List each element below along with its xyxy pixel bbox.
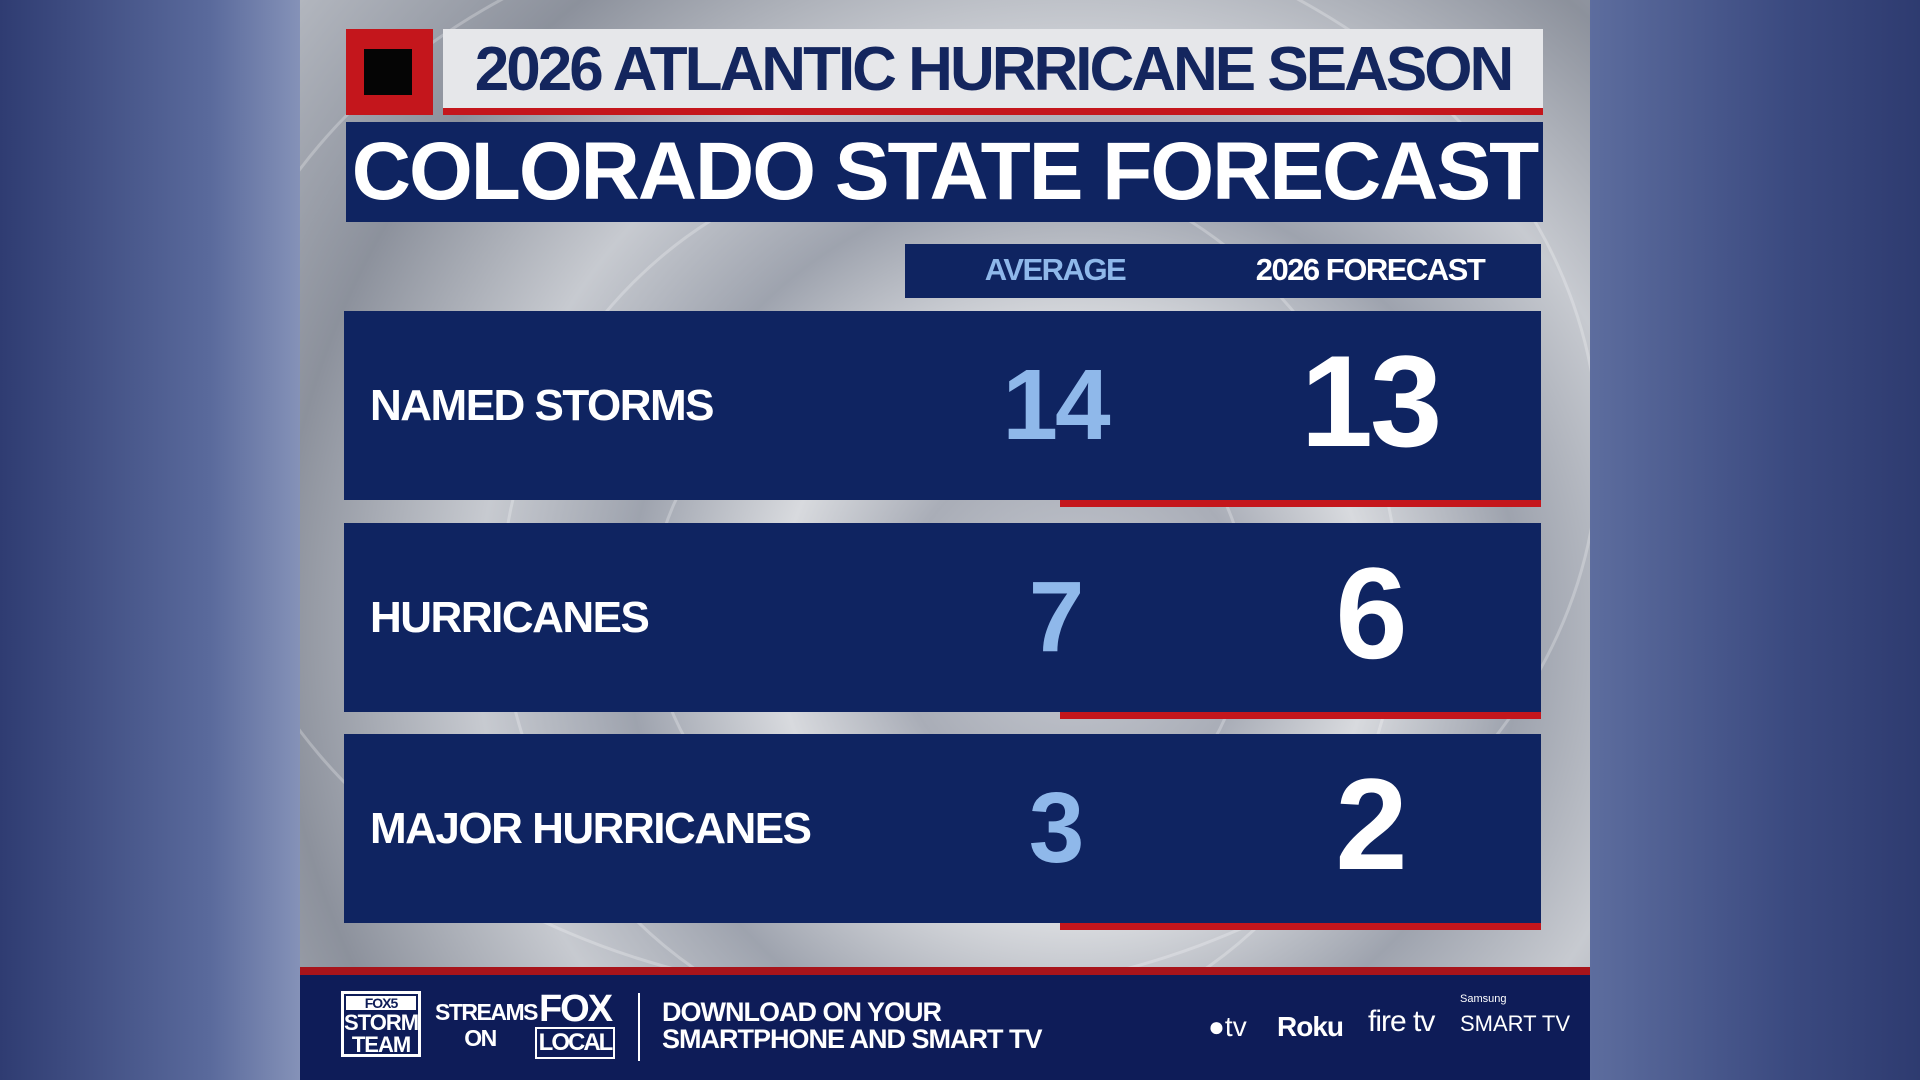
subtitle-bar: COLORADO STATE FORECAST bbox=[346, 122, 1543, 222]
forecast-value: 6 bbox=[1335, 540, 1407, 686]
background-right bbox=[1590, 0, 1920, 1080]
streams-on-text: STREAMS ON bbox=[435, 999, 538, 1051]
logo-text: TEAM bbox=[351, 1032, 411, 1057]
logo-text: STORM bbox=[344, 1010, 419, 1035]
background-left bbox=[0, 0, 300, 1080]
apple-tv-logo: ●tv bbox=[1208, 1011, 1247, 1043]
download-text: DOWNLOAD ON YOUR SMARTPHONE AND SMART TV bbox=[662, 999, 1042, 1053]
average-value: 3 bbox=[1028, 772, 1085, 884]
logo-text: FOX bbox=[538, 988, 613, 1030]
table-row: HURRICANES 7 6 bbox=[344, 523, 1541, 712]
logo-text: FOX5 bbox=[346, 996, 416, 1010]
apple-icon: ● bbox=[1208, 1011, 1225, 1042]
page-subtitle: COLORADO STATE FORECAST bbox=[351, 126, 1539, 217]
page-title: 2026 ATLANTIC HURRICANE SEASON bbox=[474, 34, 1514, 104]
column-headers: AVERAGE 2026 FORECAST bbox=[905, 244, 1541, 298]
row-label: MAJOR HURRICANES bbox=[370, 804, 812, 853]
logo-text: LOCAL bbox=[535, 1027, 615, 1059]
row-underline bbox=[1060, 712, 1541, 719]
download-line: DOWNLOAD ON YOUR bbox=[662, 997, 942, 1027]
download-line: SMARTPHONE AND SMART TV bbox=[662, 1024, 1042, 1054]
fox5-storm-team-logo: FOX5 STORM TEAM bbox=[341, 991, 421, 1057]
column-header-average: AVERAGE bbox=[984, 252, 1127, 287]
forecast-value: 13 bbox=[1300, 328, 1443, 474]
fox-local-logo: FOX LOCAL bbox=[535, 988, 615, 1059]
row-underline bbox=[1060, 500, 1541, 507]
divider bbox=[638, 993, 640, 1061]
forecast-value: 2 bbox=[1335, 751, 1407, 897]
samsung-text: Samsung bbox=[1460, 993, 1507, 1005]
streams-line: STREAMS bbox=[435, 999, 538, 1025]
streams-line: ON bbox=[464, 1025, 497, 1051]
roku-logo: Roku bbox=[1277, 1011, 1344, 1042]
average-value: 14 bbox=[1002, 349, 1110, 461]
fire-tv-logo: fire tv bbox=[1368, 1005, 1435, 1038]
row-underline bbox=[1060, 923, 1541, 930]
title-bar: 2026 ATLANTIC HURRICANE SEASON bbox=[443, 29, 1543, 109]
footer-bar: FOX5 STORM TEAM STREAMS ON FOX LOCAL DOW… bbox=[300, 975, 1590, 1080]
table-row: MAJOR HURRICANES 3 2 bbox=[344, 734, 1541, 923]
row-label: HURRICANES bbox=[370, 593, 650, 642]
column-header-forecast: 2026 FORECAST bbox=[1255, 252, 1486, 287]
red-square-logo bbox=[346, 29, 433, 115]
title-underline bbox=[443, 108, 1543, 115]
samsung-smart-tv-logo: SMART TV bbox=[1460, 1011, 1571, 1036]
row-label: NAMED STORMS bbox=[370, 381, 714, 430]
footer-red-line bbox=[300, 967, 1590, 975]
apple-tv-text: tv bbox=[1224, 1011, 1247, 1042]
table-row: NAMED STORMS 14 13 bbox=[344, 311, 1541, 500]
average-value: 7 bbox=[1028, 561, 1085, 673]
